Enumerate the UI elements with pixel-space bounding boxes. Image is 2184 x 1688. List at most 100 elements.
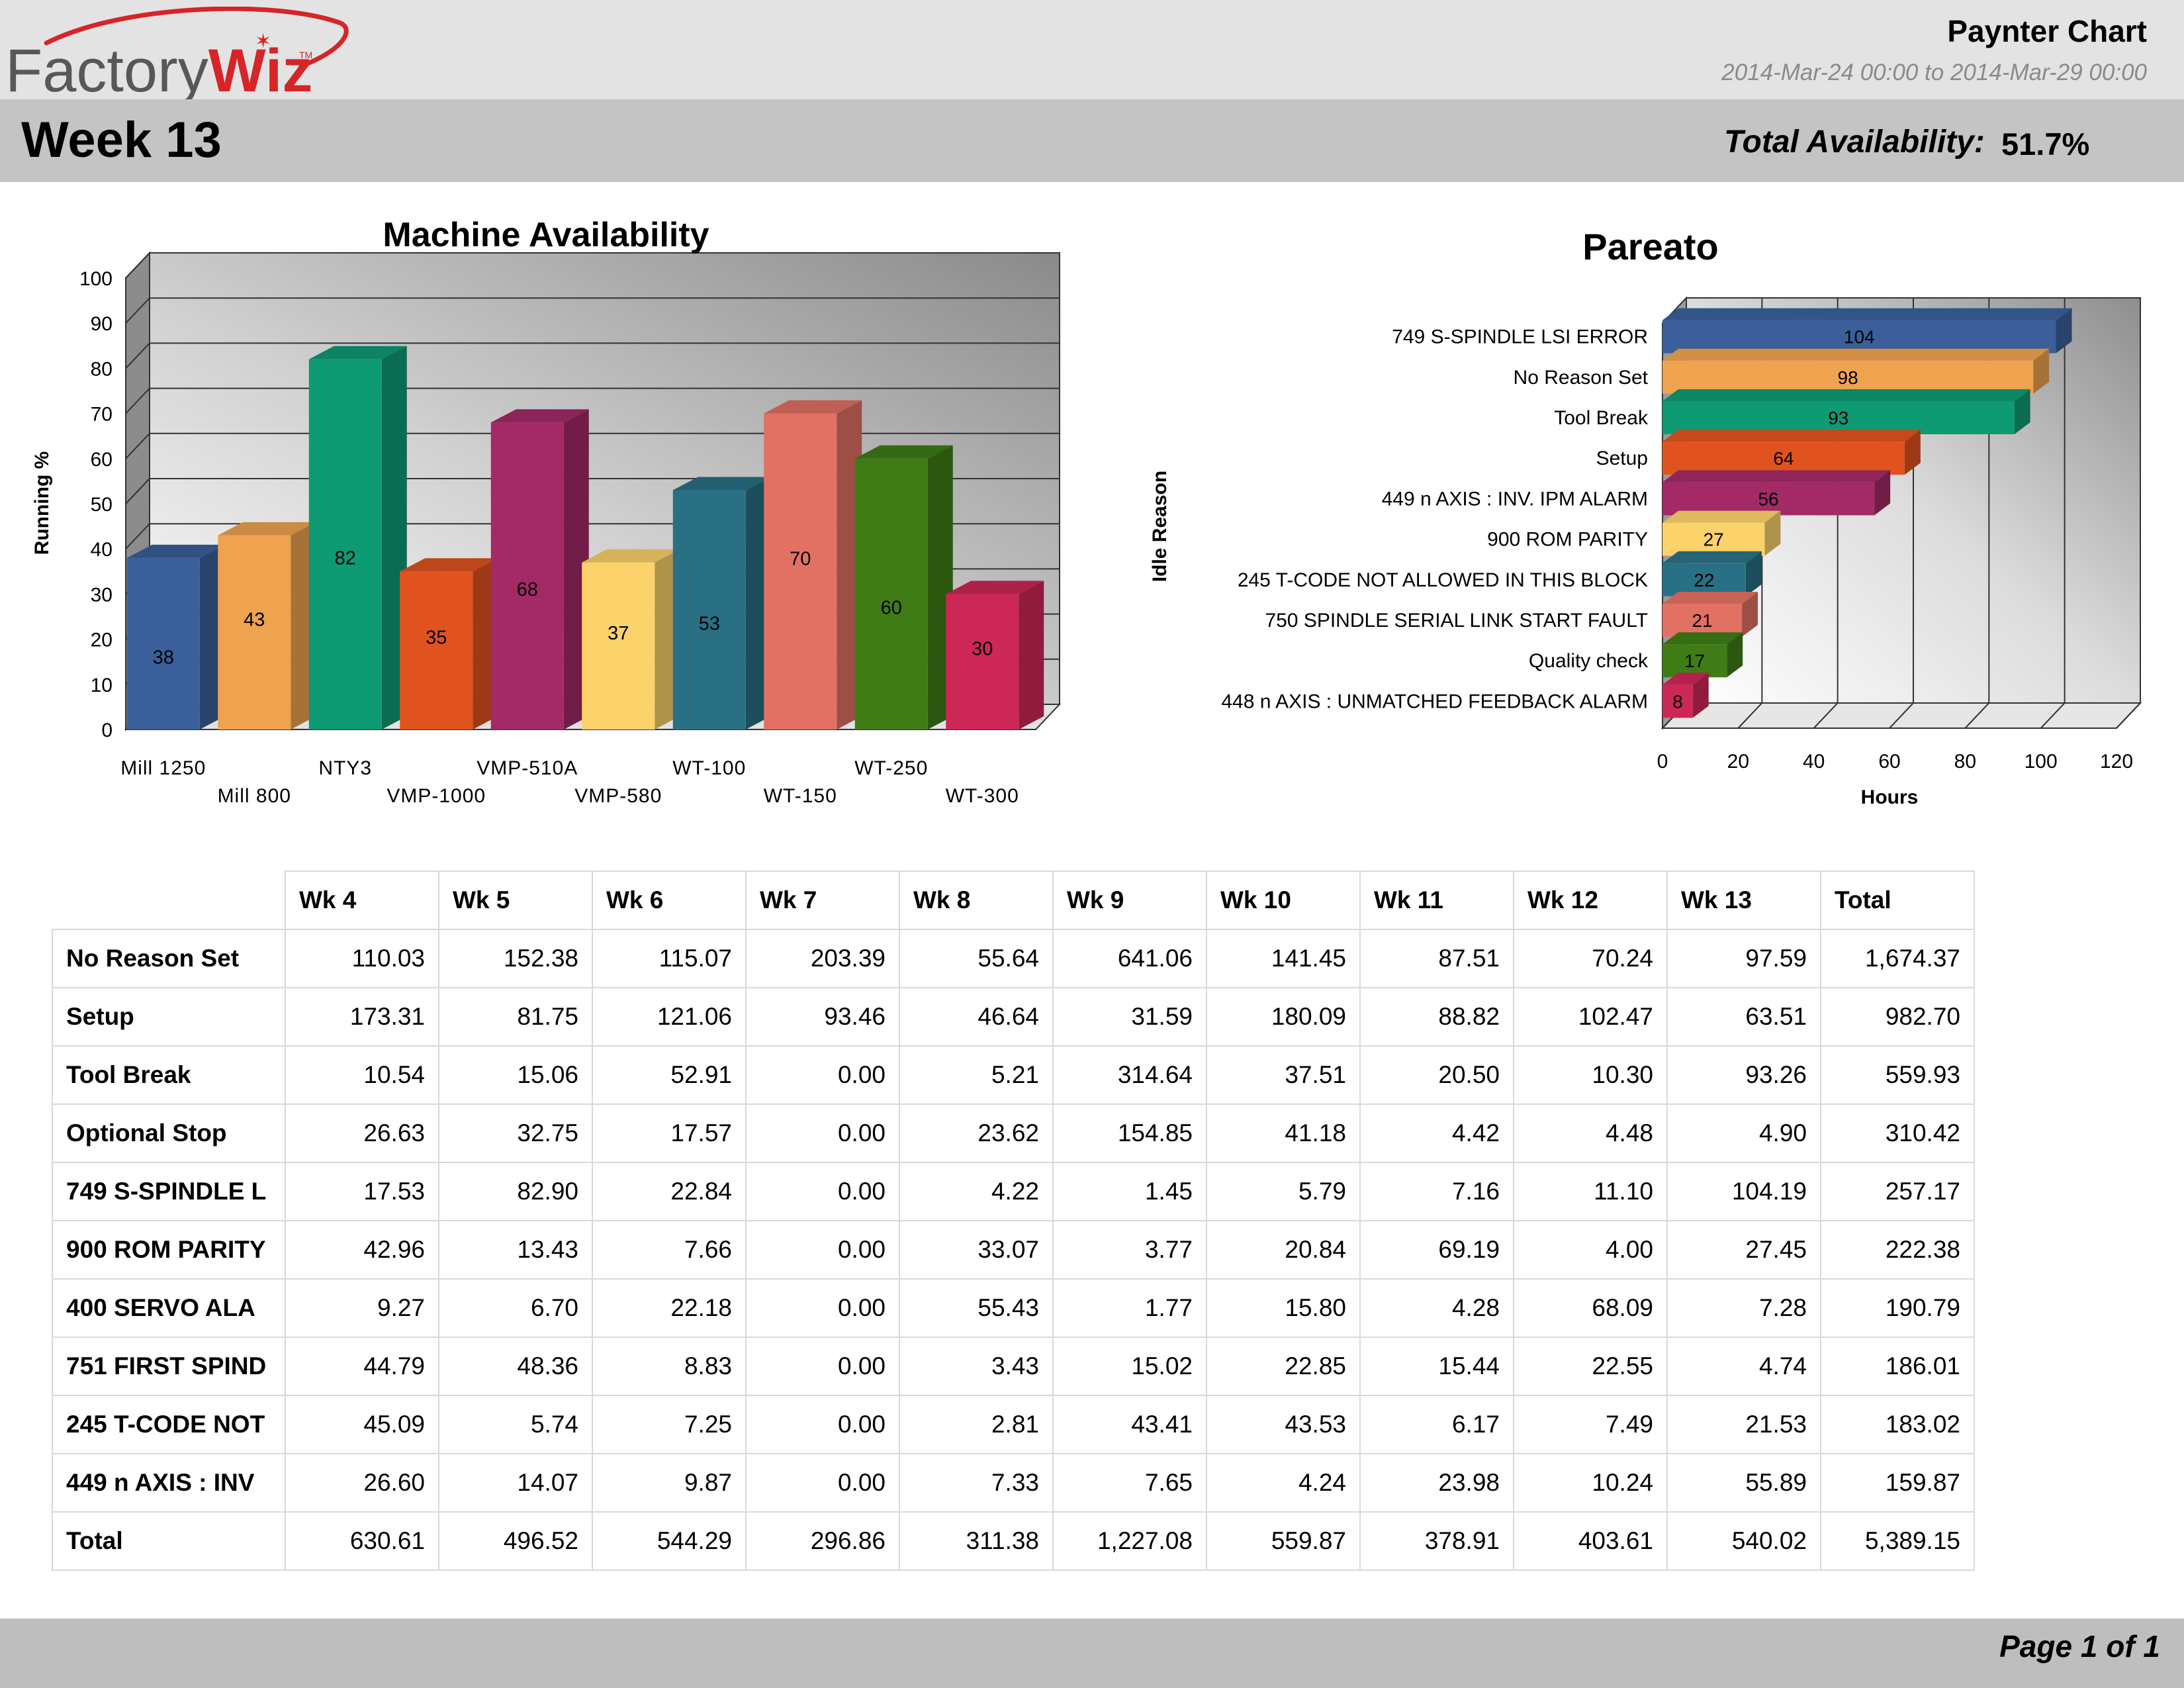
table-cell: 7.66 — [592, 1220, 747, 1280]
bar — [126, 557, 200, 729]
bar-top — [1662, 430, 1921, 442]
x-tick-label: 60 — [1878, 751, 1900, 773]
table-cell: 10.30 — [1513, 1045, 1668, 1105]
table-cell: 183.02 — [1820, 1395, 1975, 1454]
category-label: 900 ROM PARITY — [1487, 529, 1648, 551]
table-cell: 630.61 — [285, 1511, 439, 1571]
bar-value-label: 93 — [1828, 408, 1848, 428]
table-cell: 222.38 — [1820, 1220, 1975, 1280]
table-cell: 982.70 — [1820, 987, 1975, 1047]
bar-value-label: 82 — [335, 547, 356, 569]
table-cell: 4.90 — [1666, 1103, 1821, 1163]
bar-value-label: 60 — [881, 597, 902, 618]
table-cell: 44.79 — [285, 1336, 439, 1396]
table-cell: 310.42 — [1820, 1103, 1975, 1163]
bar-value-label: 35 — [426, 628, 447, 649]
table-cell: 48.36 — [438, 1336, 593, 1396]
table-header-row: Wk 4 Wk 5 Wk 6 Wk 7 Wk 8 Wk 9 Wk 10 Wk 11 Wk 12 W… — [52, 870, 1975, 930]
table-row: Optional Stop 26.63 32.75 17.57 0.00 23.62 154… — [52, 1103, 1975, 1163]
row-label: 749 S-SPINDLE L — [52, 1162, 286, 1221]
table-cell: 378.91 — [1359, 1511, 1514, 1571]
table-row: No Reason Set 110.03 152.38 115.07 203.39 55.… — [52, 929, 1975, 988]
table-cell: 0.00 — [745, 1453, 900, 1513]
x-tick-label: VMP-580 — [574, 785, 662, 807]
x-tick-label: 80 — [1954, 751, 1976, 773]
table-cell: 115.07 — [592, 929, 747, 988]
x-axis-label: Hours — [1861, 786, 1919, 808]
table-cell: 311.38 — [899, 1511, 1054, 1571]
bar-side — [1904, 430, 1921, 475]
bar-top — [1662, 510, 1781, 523]
table-cell: 496.52 — [438, 1511, 593, 1571]
logo-text-bold: Wiz — [208, 37, 313, 99]
table-cell: 4.42 — [1359, 1103, 1514, 1163]
gridline — [125, 342, 1060, 369]
table-cell: 559.93 — [1820, 1045, 1975, 1105]
logo-trademark: TM — [299, 50, 312, 60]
table-cell: 544.29 — [592, 1511, 747, 1571]
row-label: Total — [52, 1511, 286, 1571]
table-cell: 0.00 — [745, 1278, 900, 1338]
gridline — [125, 387, 1060, 414]
table-cell: 4.00 — [1513, 1220, 1668, 1280]
row-label: 449 n AXIS : INV — [52, 1453, 286, 1513]
column-header: Wk 10 — [1206, 870, 1361, 930]
table-cell: 68.09 — [1513, 1278, 1668, 1338]
table-cell: 5,389.15 — [1820, 1511, 1975, 1571]
table-cell: 10.24 — [1513, 1453, 1668, 1513]
table-cell: 7.65 — [1052, 1453, 1207, 1513]
bar-value-label: 22 — [1694, 570, 1714, 590]
table-cell: 21.53 — [1666, 1395, 1821, 1454]
total-availability-label: Total Availability: — [1724, 124, 1985, 160]
category-label: 245 T-CODE NOT ALLOWED IN THIS BLOCK — [1238, 569, 1648, 591]
logo-text-light: Factory — [5, 37, 208, 99]
table-cell: 22.55 — [1513, 1336, 1668, 1396]
table-cell: 22.18 — [592, 1278, 747, 1338]
y-tick-label: 40 — [91, 539, 113, 561]
bar — [1662, 604, 1743, 637]
chart-title: Pareato — [1582, 226, 1718, 267]
table-cell: 1.45 — [1052, 1162, 1207, 1221]
bar — [1662, 320, 2056, 353]
bar-top — [1662, 632, 1743, 645]
x-tick-label: WT-300 — [946, 785, 1019, 807]
table-cell: 97.59 — [1666, 929, 1821, 988]
bar-value-label: 30 — [972, 639, 993, 660]
table-cell: 296.86 — [745, 1511, 900, 1571]
table-cell: 9.27 — [285, 1278, 439, 1338]
table-cell: 55.64 — [899, 929, 1054, 988]
table-cell: 159.87 — [1820, 1453, 1975, 1513]
y-axis-label: Idle Reason — [1149, 471, 1171, 582]
table-cell: 203.39 — [745, 929, 900, 988]
bar-top — [490, 409, 589, 423]
category-label: 750 SPINDLE SERIAL LINK START FAULT — [1265, 610, 1648, 632]
table-cell: 7.49 — [1513, 1395, 1668, 1454]
column-header: Wk 12 — [1513, 870, 1668, 930]
column-header: Wk 11 — [1359, 870, 1514, 930]
bar-top — [1662, 389, 2030, 401]
table-cell: 7.33 — [899, 1453, 1054, 1513]
table-row: 749 S-SPINDLE L 17.53 82.90 22.84 0.00 4.22 1.… — [52, 1162, 1975, 1221]
table-cell: 7.16 — [1359, 1162, 1514, 1221]
table-cell: 5.21 — [899, 1045, 1054, 1105]
y-tick-label: 90 — [91, 313, 113, 335]
table-cell: 4.74 — [1666, 1336, 1821, 1396]
bar-value-label: 70 — [790, 548, 811, 569]
bar — [854, 458, 928, 729]
x-tick-label: 0 — [1657, 751, 1668, 773]
table-cell: 6.70 — [438, 1278, 593, 1338]
table-cell: 23.62 — [899, 1103, 1054, 1163]
y-tick-label: 80 — [91, 358, 113, 380]
table-row: 400 SERVO ALA 9.27 6.70 22.18 0.00 55.43 1.77 1… — [52, 1278, 1975, 1338]
table-body: No Reason Set 110.03 152.38 115.07 203.39 55.… — [52, 929, 1975, 1571]
table-cell: 55.89 — [1666, 1453, 1821, 1513]
table-cell: 6.17 — [1359, 1395, 1514, 1454]
bar-top — [1662, 348, 2050, 361]
table-cell: 180.09 — [1206, 987, 1361, 1047]
table-cell: 141.45 — [1206, 929, 1361, 988]
bar-value-label: 38 — [153, 647, 174, 668]
bar — [764, 413, 837, 729]
table-cell: 46.64 — [899, 987, 1054, 1047]
table-corner-cell — [52, 871, 286, 930]
